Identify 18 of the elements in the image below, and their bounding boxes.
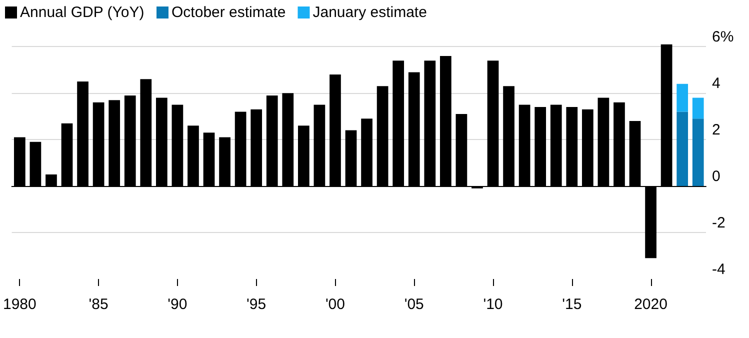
x-tick-label: 1980 xyxy=(2,296,36,313)
x-tick-label: '00 xyxy=(325,296,346,313)
y-tick-label: -2 xyxy=(712,214,726,232)
legend-label: Annual GDP (YoY) xyxy=(20,4,144,21)
y-tick-label: 4 xyxy=(712,75,720,92)
legend-label: January estimate xyxy=(312,4,427,21)
x-tick-label: '95 xyxy=(246,296,266,313)
x-tick-label: '10 xyxy=(483,296,503,313)
y-tick-label: 2 xyxy=(712,122,720,139)
y-tick-label: -4 xyxy=(712,261,726,278)
x-tick-label: '05 xyxy=(404,296,424,313)
y-tick-label: 0 xyxy=(712,168,720,186)
y-tick-label: 6% xyxy=(712,28,734,46)
x-tick-label: 2020 xyxy=(634,296,668,313)
legend-label: October estimate xyxy=(172,4,286,21)
x-tick-label: '15 xyxy=(562,296,582,313)
x-tick-label: '90 xyxy=(168,296,188,313)
x-tick-label: '85 xyxy=(88,296,108,313)
